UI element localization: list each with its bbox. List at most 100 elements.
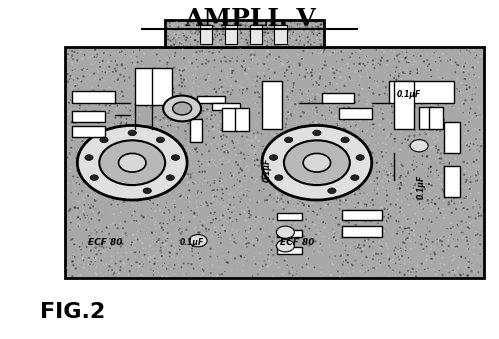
Point: [365, 143, 373, 148]
Point: [191, 93, 199, 98]
Point: [85, 101, 93, 106]
Point: [283, 67, 291, 73]
Point: [258, 83, 266, 89]
Point: [452, 79, 460, 84]
Point: [350, 151, 358, 156]
Point: [185, 97, 193, 102]
Point: [304, 20, 312, 25]
Point: [70, 133, 78, 139]
Point: [198, 162, 206, 167]
Point: [384, 107, 392, 113]
Point: [303, 71, 311, 76]
Point: [387, 132, 395, 137]
Point: [372, 251, 380, 257]
Point: [184, 172, 192, 177]
Point: [213, 180, 221, 186]
Point: [207, 34, 215, 39]
Point: [248, 175, 256, 180]
Point: [159, 179, 167, 184]
Point: [381, 91, 389, 96]
Point: [186, 148, 194, 154]
Point: [452, 87, 460, 92]
Point: [301, 128, 309, 133]
Point: [381, 174, 389, 180]
Point: [322, 117, 330, 122]
Point: [440, 188, 448, 193]
Point: [344, 104, 352, 109]
Point: [230, 236, 238, 241]
Point: [335, 134, 343, 139]
Point: [195, 22, 203, 27]
Point: [276, 35, 284, 41]
Point: [216, 38, 224, 43]
Point: [348, 145, 356, 151]
Point: [132, 221, 140, 226]
Point: [109, 182, 117, 187]
Point: [220, 38, 228, 44]
Point: [117, 254, 125, 259]
Point: [243, 40, 251, 46]
Point: [287, 245, 295, 250]
Point: [126, 137, 134, 142]
Point: [462, 194, 470, 199]
Point: [197, 95, 205, 101]
Point: [250, 196, 257, 201]
Point: [147, 105, 155, 111]
Point: [249, 57, 256, 63]
Point: [272, 42, 280, 47]
Point: [428, 219, 436, 224]
Point: [177, 109, 185, 115]
Point: [143, 67, 151, 73]
Point: [169, 41, 177, 46]
Point: [267, 149, 275, 154]
Point: [287, 246, 295, 252]
Point: [263, 54, 271, 59]
Point: [316, 250, 324, 256]
Point: [162, 238, 170, 243]
Point: [367, 101, 375, 106]
Point: [476, 105, 484, 111]
Point: [405, 225, 413, 231]
Point: [267, 173, 275, 178]
Point: [385, 178, 393, 184]
Point: [420, 244, 428, 250]
Point: [85, 202, 93, 207]
Point: [187, 172, 195, 177]
Point: [133, 125, 141, 131]
Point: [220, 133, 228, 138]
Point: [126, 162, 134, 167]
Point: [408, 188, 416, 194]
Point: [318, 165, 326, 171]
Point: [195, 251, 203, 256]
Point: [340, 162, 348, 167]
Point: [464, 128, 472, 134]
Point: [175, 142, 183, 147]
Point: [77, 91, 85, 97]
Point: [241, 256, 249, 261]
Point: [66, 139, 74, 144]
Point: [138, 96, 146, 101]
Point: [375, 239, 383, 245]
Point: [173, 150, 181, 155]
Point: [218, 21, 226, 27]
Point: [397, 248, 405, 254]
Point: [276, 244, 284, 250]
Point: [280, 24, 288, 29]
Point: [140, 64, 148, 69]
Circle shape: [166, 175, 174, 180]
Point: [323, 141, 331, 147]
Point: [119, 123, 127, 128]
Point: [144, 164, 152, 169]
Point: [323, 144, 331, 149]
Point: [353, 157, 361, 162]
Point: [169, 131, 177, 137]
Point: [156, 197, 164, 202]
Point: [435, 196, 443, 201]
Point: [182, 132, 190, 137]
Point: [277, 133, 285, 138]
Point: [121, 66, 129, 71]
Point: [403, 168, 411, 173]
Point: [339, 231, 347, 237]
Point: [152, 220, 160, 225]
Point: [311, 49, 319, 55]
